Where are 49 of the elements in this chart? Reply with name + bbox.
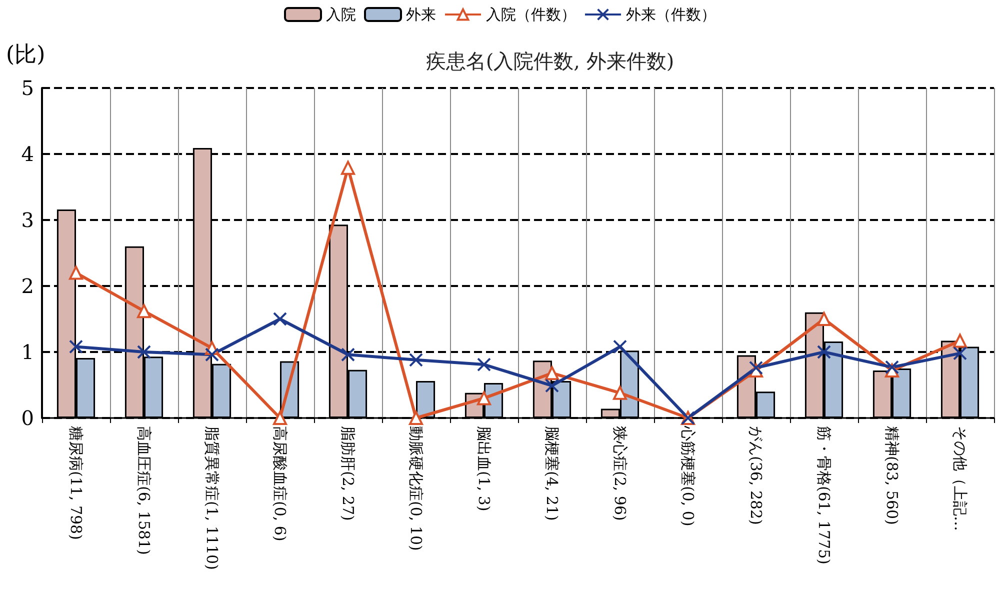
point [341, 348, 355, 362]
point [137, 304, 151, 318]
y-tick-label: 5 [21, 76, 34, 100]
y-tick-label: 3 [21, 208, 34, 232]
legend-label: 入院（件数） [486, 6, 576, 24]
point [205, 348, 219, 362]
point [613, 386, 627, 400]
x-tick-label: 糖尿病(11, 798) [67, 426, 85, 540]
point [817, 312, 831, 326]
x-tick-label: 心筋梗塞(0, 0) [679, 425, 697, 526]
point [817, 345, 831, 359]
point [409, 411, 423, 425]
point [341, 160, 355, 175]
legend-label: 外来（件数） [626, 6, 716, 24]
point [545, 366, 559, 380]
point [953, 346, 967, 360]
x-tick-label: 筋・骨格(61, 1775) [815, 426, 833, 565]
legend-label: 入院 [326, 6, 356, 24]
y-tick-label: 1 [21, 340, 34, 364]
x-tick-label: 精神(83, 560) [883, 426, 901, 525]
x-tick-label: 高血圧症(6, 1581) [135, 426, 153, 555]
point [409, 352, 423, 367]
point [613, 340, 627, 354]
point [69, 266, 83, 280]
point [69, 340, 83, 354]
x-tick-label: 脳出血(1, 3) [475, 426, 493, 512]
point [477, 391, 491, 406]
point [953, 334, 967, 348]
chart-title: 疾患名(入院件数, 外来件数) [426, 49, 674, 73]
x-tick-label: 高尿酸血症(0, 6) [271, 426, 289, 542]
point [477, 358, 491, 372]
x-tick-label: 脂肪肝(2, 27) [339, 426, 357, 521]
point [273, 411, 287, 425]
legend-label: 外来 [406, 6, 436, 24]
point [137, 345, 151, 359]
x-tick-label: 脳梗塞(4, 21) [543, 426, 561, 521]
y-tick-label: 0 [21, 406, 34, 430]
y-axis-title: (比) [6, 42, 46, 68]
x-tick-label: がん(36, 282) [747, 426, 765, 525]
y-tick-label: 4 [21, 142, 34, 166]
point [885, 360, 899, 374]
y-tick-label: 2 [21, 274, 34, 298]
point [273, 312, 287, 326]
point [545, 378, 559, 393]
x-tick-label: 狭心症(2, 96) [611, 426, 629, 521]
x-tick-label: その他（上記… [951, 426, 969, 531]
x-tick-label: 動脈硬化症(0, 10) [407, 426, 425, 551]
x-tick-label: 脂質異常症(1, 1110) [203, 426, 221, 570]
point [749, 360, 763, 375]
